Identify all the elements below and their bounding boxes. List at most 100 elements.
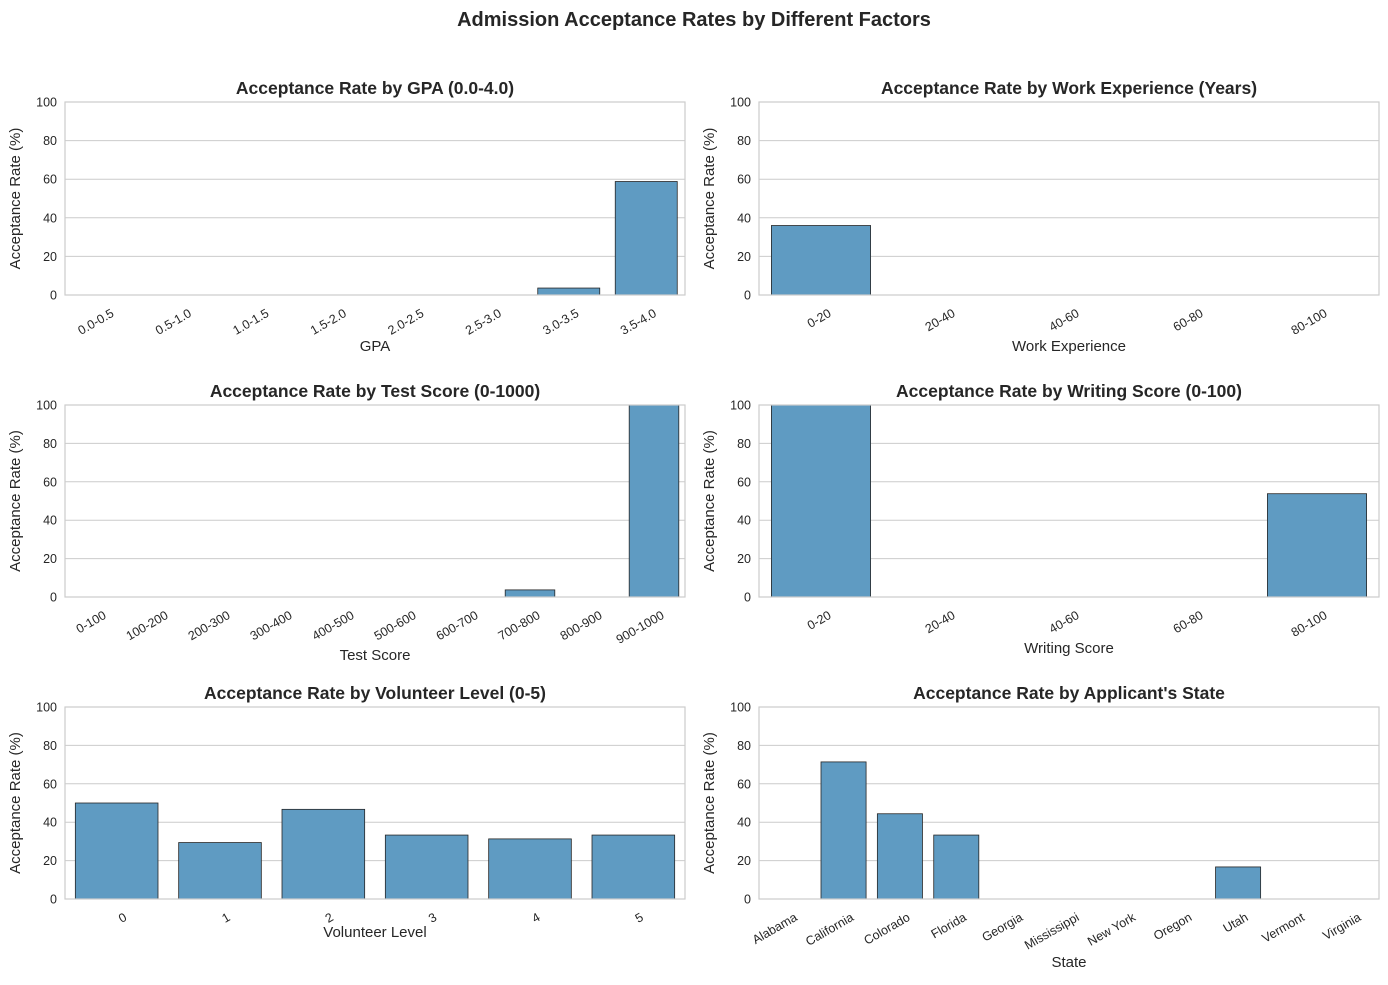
chart-panel-3: 0 20 40 60 80 100 0-100 100-200 200-300 300-400 40… (7, 381, 686, 664)
y-tick-label: 40 (737, 211, 751, 225)
x-tick-label: 0.0-0.5 (76, 306, 117, 338)
y-axis-label: Acceptance Rate (%) (701, 732, 718, 874)
chart-panel-2: 0 20 40 60 80 100 0-20 20-40 40-60 60-80 80-100 Acc… (701, 78, 1380, 355)
y-tick-label: 80 (43, 134, 57, 148)
x-tick-label: Georgia (980, 910, 1026, 944)
x-tick-label: Vermont (1260, 910, 1308, 946)
plot-frame (758, 706, 1380, 900)
y-tick-label: 0 (744, 591, 751, 605)
y-tick-label: 100 (730, 399, 751, 413)
x-tick-label: 200-300 (186, 608, 233, 643)
plot-frame (758, 101, 1380, 296)
x-tick-label: 60-80 (1171, 306, 1206, 334)
panel-title: Acceptance Rate by Applicant's State (913, 683, 1225, 703)
y-tick-label: 40 (737, 514, 751, 528)
x-tick-label: 40-60 (1047, 608, 1082, 636)
x-tick-label: 1.5-2.0 (308, 306, 349, 338)
x-tick-label: 2.0-2.5 (386, 306, 427, 338)
x-tick-label: California (803, 910, 856, 949)
y-tick-label: 0 (744, 893, 751, 907)
x-tick-label: 0-20 (805, 608, 834, 633)
x-tick-label: Alabama (750, 910, 800, 947)
panel-title: Acceptance Rate by Writing Score (0-100) (896, 381, 1242, 401)
panel-title: Acceptance Rate by Test Score (0-1000) (210, 381, 540, 401)
bar-900-1000 (628, 404, 680, 598)
x-tick-label: New York (1085, 910, 1138, 949)
chart-panel-6: 0 20 40 60 80 100 Alabama California Colorado Flo… (701, 683, 1380, 971)
y-tick-label: 0 (50, 893, 57, 907)
x-tick-label: 80-100 (1289, 608, 1330, 640)
x-tick-label: 5 (633, 910, 646, 926)
plot-frame (64, 404, 686, 598)
x-tick-label: Mississippi (1022, 910, 1081, 952)
y-tick-label: 100 (36, 399, 57, 413)
panel-title: Acceptance Rate by GPA (0.0-4.0) (236, 78, 514, 98)
plot-frame (64, 706, 686, 900)
x-tick-label: 80-100 (1289, 306, 1330, 338)
y-tick-label: 20 (737, 552, 751, 566)
y-tick-label: 60 (737, 173, 751, 187)
x-axis-label: State (1051, 954, 1086, 971)
bar-3-5-4-0 (614, 181, 678, 296)
x-tick-label: Virginia (1320, 910, 1363, 943)
x-tick-label: Oregon (1151, 910, 1194, 943)
bar-2 (281, 808, 366, 900)
x-tick-label: 40-60 (1047, 306, 1082, 334)
panel-title: Acceptance Rate by Volunteer Level (0-5) (204, 683, 546, 703)
x-tick-label: 700-800 (496, 608, 543, 643)
y-tick-label: 20 (43, 854, 57, 868)
bar-700-800 (504, 589, 556, 598)
x-tick-label: 20-40 (923, 306, 958, 334)
x-tick-label: 300-400 (248, 608, 295, 643)
x-tick-label: 600-700 (434, 608, 481, 643)
y-tick-label: 20 (737, 250, 751, 264)
bar-utah (1215, 866, 1262, 900)
y-tick-label: 100 (730, 701, 751, 715)
x-tick-label: 0.5-1.0 (153, 306, 194, 338)
x-tick-label: 3.0-3.5 (541, 306, 582, 338)
y-tick-label: 80 (737, 437, 751, 451)
y-tick-label: 20 (43, 552, 57, 566)
y-tick-label: 20 (737, 854, 751, 868)
y-tick-label: 20 (43, 250, 57, 264)
y-tick-label: 40 (43, 816, 57, 830)
y-tick-label: 0 (50, 591, 57, 605)
y-axis-label: Acceptance Rate (%) (701, 128, 718, 270)
y-tick-label: 80 (737, 134, 751, 148)
x-tick-label: 20-40 (923, 608, 958, 636)
chart-panel-4: 0 20 40 60 80 100 0-20 20-40 40-60 60-80 80-100 Acc… (701, 381, 1380, 657)
x-tick-label: 800-900 (558, 608, 605, 643)
y-tick-label: 80 (737, 739, 751, 753)
x-tick-label: 0-20 (805, 306, 834, 331)
x-tick-label: 900-1000 (614, 608, 667, 647)
y-tick-label: 0 (50, 289, 57, 303)
y-tick-label: 0 (744, 289, 751, 303)
x-tick-label: 3 (426, 910, 439, 926)
y-tick-label: 40 (737, 816, 751, 830)
x-tick-label: 0-100 (74, 608, 109, 636)
bar-5 (591, 834, 676, 900)
bar-80-100 (1267, 493, 1368, 598)
y-tick-label: 60 (737, 475, 751, 489)
bar-0 (74, 802, 159, 900)
y-tick-label: 60 (43, 777, 57, 791)
x-tick-label: 1.0-1.5 (231, 306, 272, 338)
x-tick-label: 2.5-3.0 (463, 306, 504, 338)
chart-panel-1: 0 20 40 60 80 100 0.0-0.5 0.5-1.0 1.0-1.5 1.5-2.0… (7, 78, 686, 355)
plot-frame (758, 404, 1380, 598)
x-tick-label: Utah (1221, 910, 1251, 935)
bar-california (820, 761, 867, 900)
x-tick-label: 500-600 (372, 608, 419, 643)
bar-3 (384, 834, 469, 900)
x-tick-label: 100-200 (124, 608, 171, 643)
bar-1 (178, 842, 262, 900)
bar-3-0-3-5 (537, 287, 601, 296)
x-axis-label: Writing Score (1024, 640, 1114, 657)
y-tick-label: 100 (36, 701, 57, 715)
y-tick-label: 80 (43, 437, 57, 451)
x-tick-label: Florida (929, 910, 969, 941)
y-tick-label: 100 (36, 96, 57, 110)
